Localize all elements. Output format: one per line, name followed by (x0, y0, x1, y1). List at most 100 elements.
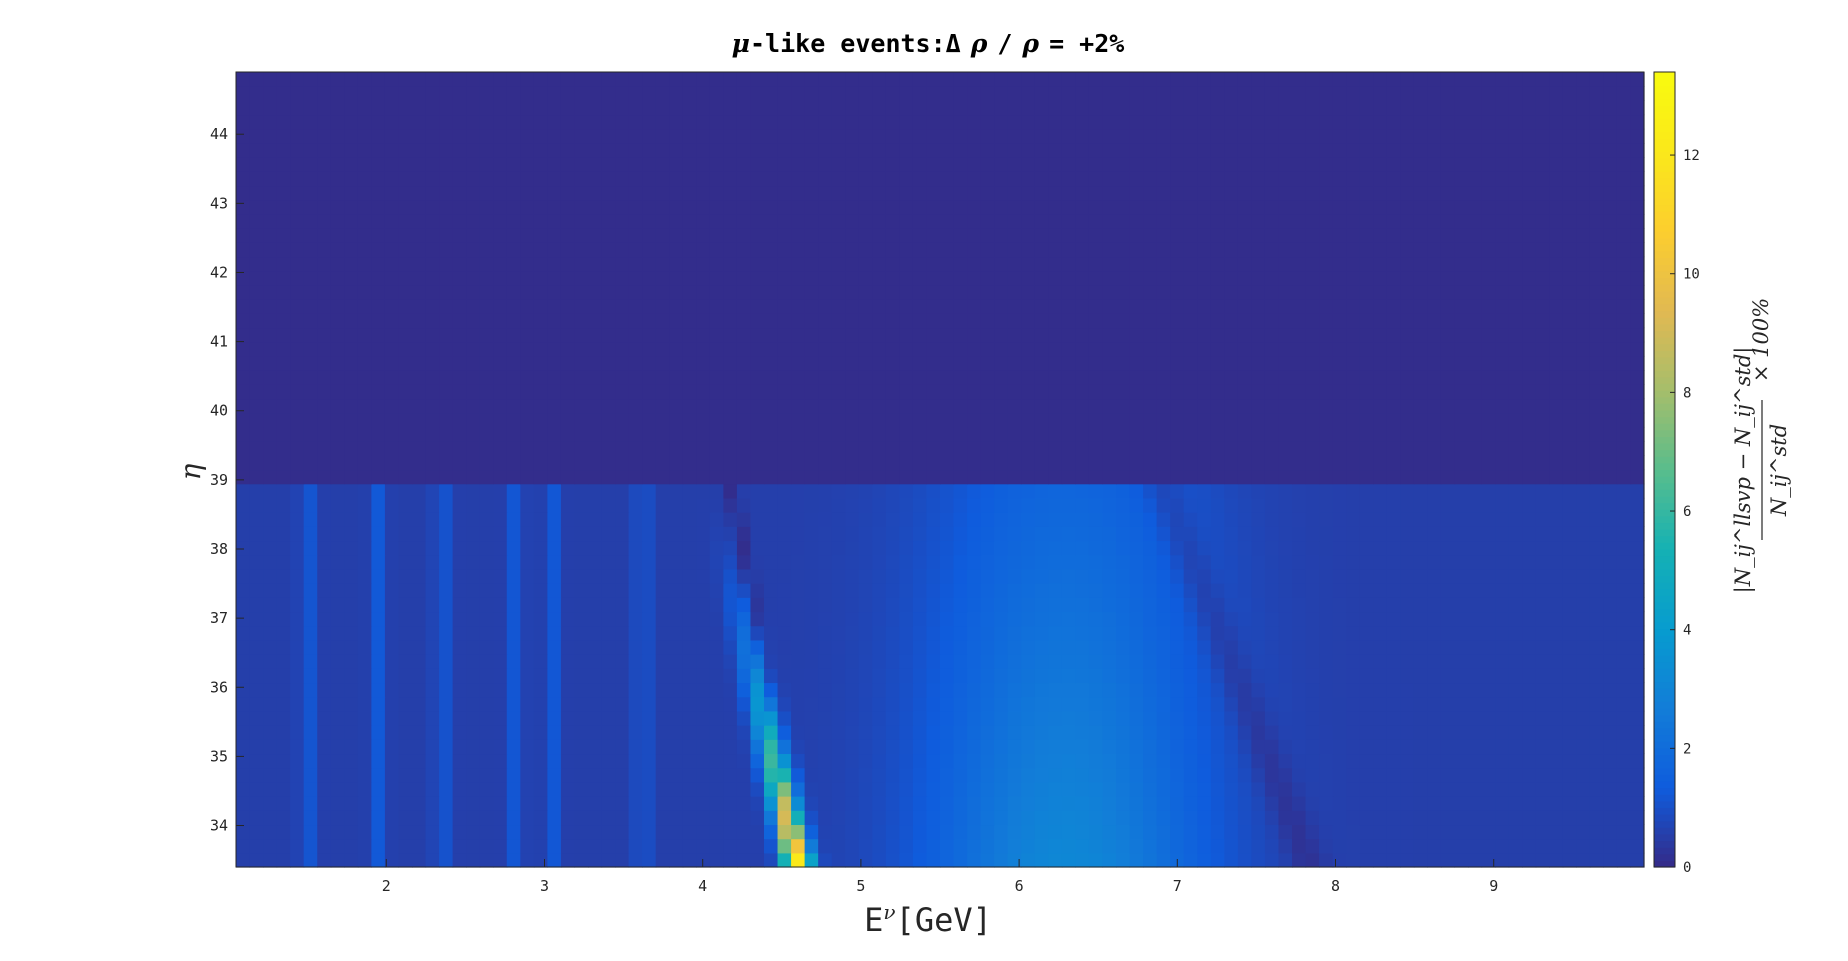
heatmap-cell (1170, 455, 1185, 471)
heatmap-cell (439, 583, 454, 598)
heatmap-cell (940, 753, 955, 769)
heatmap-cell (818, 611, 833, 627)
heatmap-cell (1116, 710, 1131, 726)
heatmap-cell (1088, 838, 1104, 854)
heatmap-cell (1305, 739, 1320, 755)
heatmap-cell (533, 469, 548, 485)
heatmap-cell (1468, 469, 1483, 485)
heatmap-cell (1508, 583, 1523, 598)
heatmap-cell (628, 554, 643, 570)
heatmap-cell (1048, 696, 1063, 712)
heatmap-cell (1102, 284, 1117, 300)
heatmap-cell (1427, 654, 1442, 669)
heatmap-cell (642, 526, 657, 542)
heatmap-cell (439, 242, 454, 258)
heatmap-cell (994, 512, 1009, 527)
heatmap-cell (506, 753, 521, 769)
heatmap-cell (804, 512, 819, 527)
heatmap-cell (1413, 668, 1428, 684)
heatmap-cell (1427, 185, 1442, 201)
heatmap-cell (926, 654, 941, 669)
heatmap-cell (831, 441, 846, 456)
heatmap-cell (303, 810, 318, 826)
heatmap-cell (1224, 469, 1239, 485)
heatmap-cell (980, 710, 995, 726)
heatmap-cell (1116, 469, 1131, 485)
heatmap-cell (276, 781, 291, 797)
heatmap-cell (263, 483, 278, 499)
heatmap-cell (831, 398, 846, 414)
heatmap-cell (533, 796, 548, 811)
heatmap-cell (574, 554, 589, 570)
heatmap-cell (1562, 469, 1577, 485)
heatmap-cell (1264, 341, 1280, 357)
heatmap-cell (1400, 725, 1415, 740)
heatmap-cell (723, 355, 738, 371)
heatmap-cell (263, 512, 278, 527)
heatmap-cell (1075, 568, 1090, 584)
heatmap-cell (547, 199, 562, 215)
heatmap-cell (1630, 781, 1645, 797)
heatmap-cell (439, 796, 454, 811)
heatmap-cell (384, 597, 400, 613)
heatmap-cell (439, 526, 454, 542)
heatmap-cell (588, 228, 603, 243)
heatmap-cell (344, 384, 359, 400)
heatmap-cell (899, 455, 914, 471)
heatmap-cell (777, 781, 792, 797)
heatmap-cell (1616, 597, 1632, 613)
heatmap-cell (1562, 313, 1577, 329)
heatmap-cell (506, 512, 521, 527)
heatmap-cell (601, 370, 616, 385)
heatmap-cell (926, 554, 941, 570)
heatmap-cell (1616, 781, 1632, 797)
heatmap-cell (723, 441, 738, 456)
heatmap-cell (330, 483, 345, 499)
heatmap-cell (439, 810, 454, 826)
heatmap-cell (1413, 355, 1428, 371)
heatmap-cell (1630, 398, 1645, 414)
heatmap-cell (1427, 639, 1442, 655)
heatmap-cell (1616, 682, 1632, 698)
heatmap-cell (1522, 455, 1537, 471)
heatmap-cell (547, 767, 562, 783)
heatmap-cell (1170, 426, 1185, 442)
heatmap-cell (1508, 824, 1523, 840)
heatmap-cell (1427, 497, 1442, 513)
heatmap-cell (1048, 370, 1063, 385)
heatmap-cell (669, 852, 684, 868)
heatmap-cell (1116, 512, 1131, 527)
heatmap-cell (560, 753, 576, 769)
heatmap-cell (1535, 213, 1550, 229)
heatmap-cell (1346, 725, 1361, 740)
heatmap-cell (1319, 327, 1334, 343)
heatmap-cell (858, 412, 873, 428)
heatmap-cell (1616, 213, 1632, 229)
heatmap-cell (493, 682, 508, 698)
heatmap-cell (493, 412, 508, 428)
heatmap-cell (1156, 370, 1171, 385)
heatmap-cell (1197, 327, 1212, 343)
heatmap-cell (330, 682, 345, 698)
heatmap-cell (628, 398, 643, 414)
heatmap-cell (1061, 639, 1076, 655)
heatmap-cell (398, 313, 413, 329)
heatmap-cell (1481, 483, 1496, 499)
heatmap-cell (615, 639, 630, 655)
heatmap-cell (791, 682, 806, 698)
heatmap-cell (276, 228, 291, 243)
heatmap-cell (425, 299, 440, 314)
heatmap-cell (1562, 341, 1577, 357)
heatmap-cell (1386, 540, 1401, 556)
heatmap-cell (858, 753, 873, 769)
heatmap-cell (1237, 299, 1252, 314)
heatmap-cell (1156, 852, 1171, 868)
heatmap-cell (1061, 384, 1076, 400)
heatmap-cell (1183, 696, 1198, 712)
heatmap-cell (506, 412, 521, 428)
heatmap-cell (1061, 611, 1076, 627)
heatmap-cell (1549, 568, 1564, 584)
heatmap-cell (1088, 810, 1104, 826)
heatmap-cell (1373, 852, 1388, 868)
heatmap-cell (344, 497, 359, 513)
